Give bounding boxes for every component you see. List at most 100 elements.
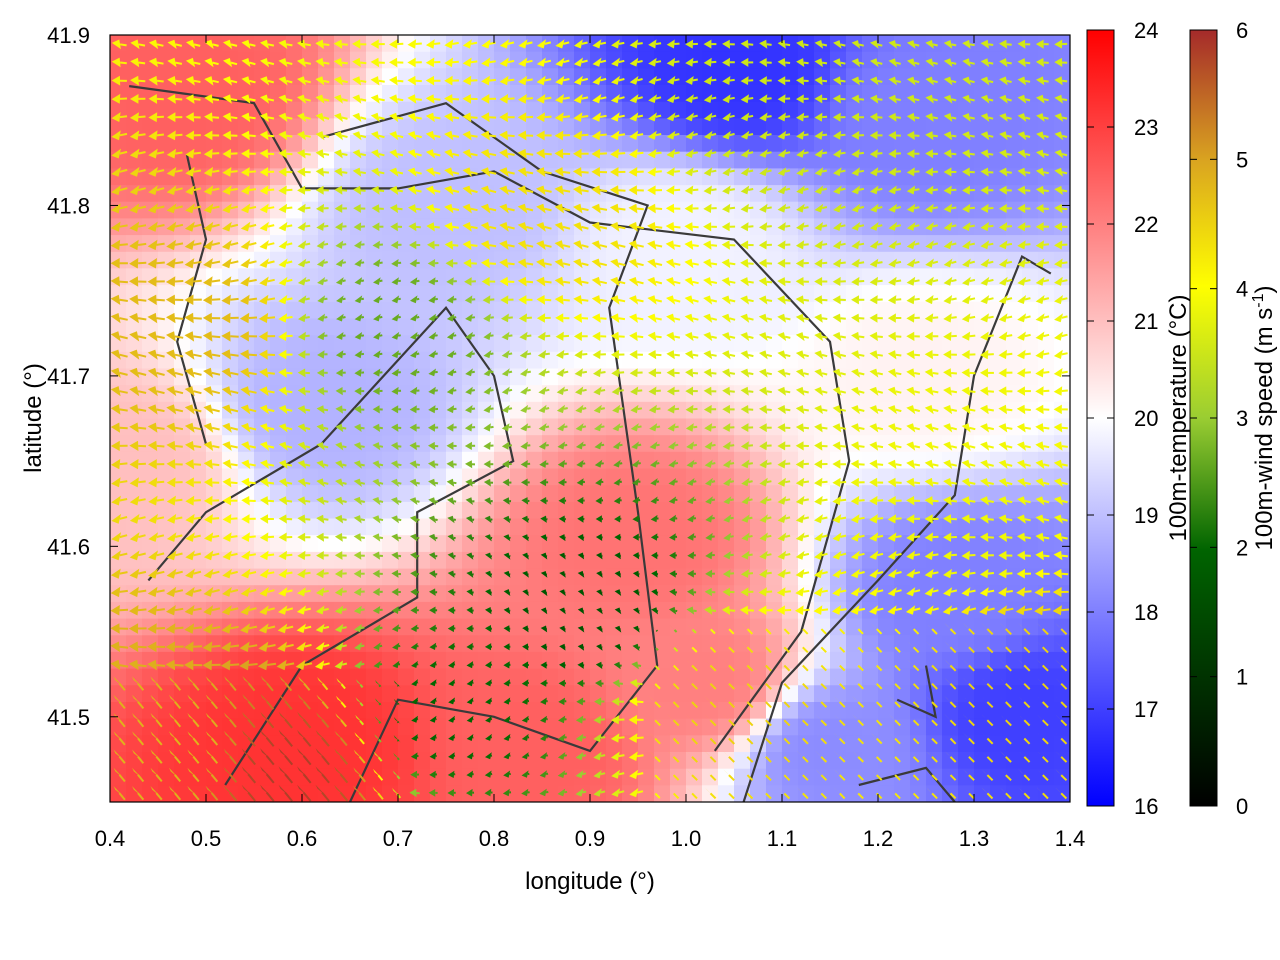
heatmap-cell <box>846 185 863 203</box>
heatmap-cell <box>174 435 191 453</box>
heatmap-cell <box>142 702 159 720</box>
wind-arrow-shaft <box>137 426 147 430</box>
wind-arrow-shaft <box>211 298 221 301</box>
wind-arrow-shaft <box>396 116 404 120</box>
heatmap-cell <box>1038 735 1055 753</box>
wind-arrow-shaft <box>360 297 365 301</box>
heatmap-cell <box>174 51 191 69</box>
heatmap-cell <box>510 435 527 453</box>
heatmap-cell <box>334 668 351 686</box>
heatmap-cell <box>398 501 415 520</box>
heatmap-cell <box>318 385 335 403</box>
heatmap-cell <box>1038 451 1055 470</box>
wind-arrow-shaft <box>342 279 346 283</box>
heatmap-cell <box>190 752 207 770</box>
heatmap-cell <box>766 618 783 636</box>
heatmap-cell <box>190 518 207 536</box>
wind-arrow-shaft <box>342 481 347 485</box>
wind-arrow-shaft <box>379 644 383 648</box>
wind-arrow-shaft <box>156 426 165 430</box>
heatmap-cell <box>398 235 415 253</box>
heatmap-cell <box>302 785 319 802</box>
heatmap-cell <box>974 635 991 653</box>
heatmap-cell <box>334 601 351 620</box>
heatmap-cell <box>814 735 831 753</box>
heatmap-cell <box>334 585 351 603</box>
heatmap-cell <box>222 668 239 686</box>
wind-arrow-shaft <box>212 445 220 449</box>
heatmap-cell <box>174 251 191 270</box>
wind-arrow-shaft <box>138 115 146 119</box>
heatmap-cell <box>1006 318 1023 336</box>
heatmap-cell <box>206 418 223 436</box>
heatmap-cell <box>334 702 351 720</box>
heatmap-cell <box>878 451 895 470</box>
heatmap-cell <box>318 702 335 720</box>
wind-arrow-shaft <box>175 133 183 137</box>
heatmap-cell <box>974 702 991 720</box>
heatmap-cell <box>126 168 143 186</box>
heatmap-cell <box>302 685 319 703</box>
heatmap-cell <box>238 335 255 353</box>
heatmap-cell <box>862 785 879 802</box>
wind-arrow-shaft <box>379 352 383 356</box>
heatmap-cell <box>302 35 319 53</box>
heatmap-cell <box>526 635 543 653</box>
heatmap-cell <box>878 318 895 336</box>
wind-arrow-shaft <box>342 316 346 319</box>
heatmap-cell <box>638 785 655 802</box>
wind-arrow-shaft <box>342 608 347 611</box>
heatmap-cell <box>126 768 143 786</box>
heatmap-cell <box>478 585 495 603</box>
wind-arrow-shaft <box>323 481 329 485</box>
heatmap-cell <box>670 785 687 802</box>
heatmap-cell <box>526 51 543 69</box>
heatmap-cell <box>174 35 191 53</box>
heatmap-cell <box>814 235 831 253</box>
heatmap-cell <box>174 485 191 503</box>
heatmap-cell <box>206 735 223 753</box>
heatmap-cell <box>302 335 319 353</box>
heatmap-cell <box>398 118 415 136</box>
wind-arrow-shaft <box>341 116 348 120</box>
heatmap-cell <box>366 401 383 420</box>
heatmap-cell <box>446 768 463 786</box>
heatmap-cell <box>846 68 863 86</box>
heatmap-cell <box>478 485 495 503</box>
heatmap-cell <box>846 118 863 136</box>
heatmap-cell <box>830 718 847 736</box>
wind-arrow-shaft <box>175 61 183 65</box>
heatmap-cell <box>510 551 527 570</box>
wind-arrow-shaft <box>249 116 256 120</box>
heatmap-cell <box>1038 651 1055 670</box>
heatmap-cell <box>1022 668 1039 686</box>
heatmap-cell <box>270 768 287 786</box>
heatmap-cell <box>542 635 559 653</box>
heatmap-cell <box>270 752 287 770</box>
heatmap-cell <box>334 501 351 520</box>
heatmap-cell <box>222 201 239 219</box>
heatmap-cell <box>574 51 591 69</box>
wind-arrow-shaft <box>193 645 203 648</box>
wind-arrow-shaft <box>267 499 274 503</box>
heatmap-cell <box>254 135 271 153</box>
heatmap-cell <box>446 318 463 336</box>
wind-arrow-shaft <box>416 334 420 337</box>
heatmap-cell <box>702 618 719 636</box>
wind-arrow-shaft <box>434 225 440 229</box>
heatmap-cell <box>126 718 143 736</box>
heatmap-cell <box>798 668 815 686</box>
heatmap-cell <box>142 685 159 703</box>
heatmap-cell <box>638 485 655 503</box>
heatmap-cell <box>478 301 495 320</box>
wind-arrow-shaft <box>323 607 329 611</box>
heatmap-cell <box>366 101 383 119</box>
heatmap-cell <box>734 201 751 219</box>
heatmap-cell <box>334 285 351 303</box>
heatmap-cell <box>462 368 479 386</box>
heatmap-cell <box>222 485 239 503</box>
wind-arrow-shaft <box>397 207 403 211</box>
heatmap-cell <box>302 401 319 420</box>
wind-arrow-shaft <box>193 61 201 65</box>
heatmap-cell <box>110 768 127 786</box>
